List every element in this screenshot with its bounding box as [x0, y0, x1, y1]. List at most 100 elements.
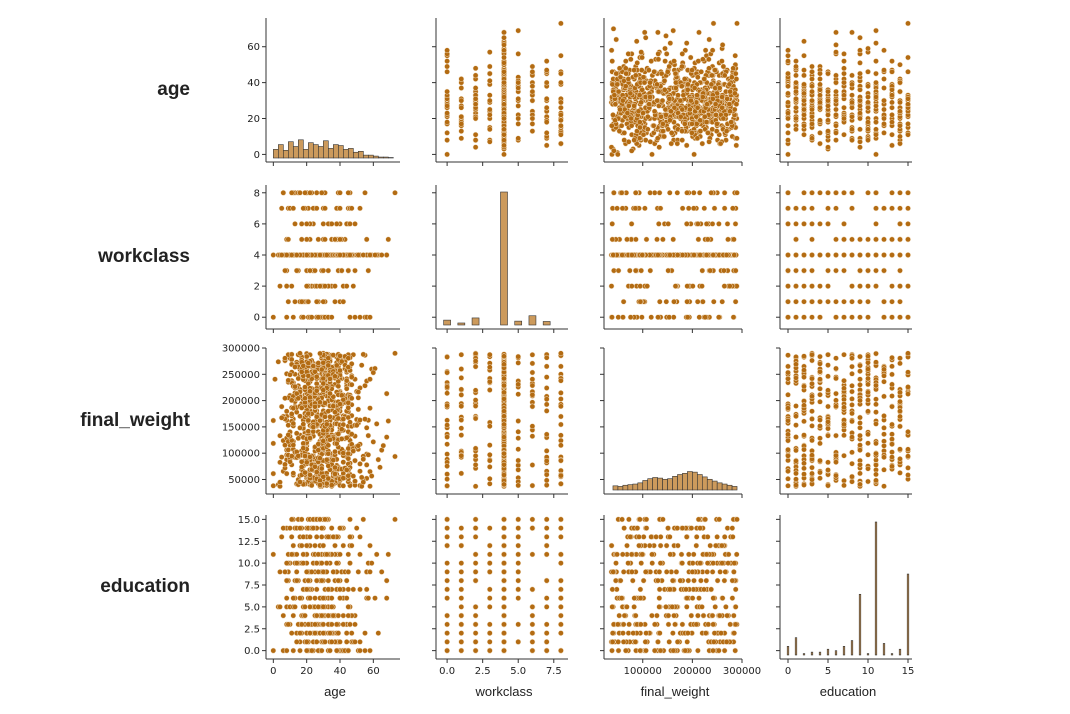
y-tick-label: 250000: [222, 370, 260, 381]
scatter-point: [825, 221, 831, 227]
scatter-point: [278, 252, 285, 258]
histogram-bar: [692, 471, 698, 491]
scatter-point: [340, 298, 347, 305]
scatter-point: [857, 376, 863, 383]
scatter-point: [817, 86, 823, 93]
scatter-point: [270, 440, 277, 447]
scatter-point: [889, 99, 895, 106]
scatter-point: [631, 137, 638, 143]
scatter-point: [905, 369, 911, 376]
scatter-point: [644, 283, 651, 289]
scatter-point: [889, 68, 895, 75]
scatter-point: [889, 112, 895, 118]
scatter-point: [865, 465, 871, 472]
scatter-point: [656, 189, 663, 196]
scatter-point: [881, 366, 887, 373]
scatter-point: [501, 68, 507, 75]
scatter-point: [270, 252, 277, 258]
scatter-point: [825, 97, 831, 104]
scatter-point: [347, 221, 353, 227]
scatter-point: [558, 442, 564, 449]
scatter-point: [501, 151, 507, 158]
scatter-point: [801, 374, 807, 380]
scatter-point: [785, 252, 791, 258]
scatter-point: [298, 236, 305, 243]
scatter-point: [690, 189, 697, 196]
scatter-point: [889, 86, 895, 93]
scatter-point: [332, 298, 338, 305]
y-tick-label: 6: [254, 219, 260, 230]
histogram-bar: [343, 149, 349, 159]
scatter-point: [833, 49, 839, 55]
scatter-point: [857, 34, 863, 41]
scatter-point: [897, 355, 903, 362]
scatter-point: [501, 413, 507, 420]
scatter-point: [701, 113, 708, 120]
scatter-point: [661, 133, 668, 140]
scatter-point: [337, 252, 343, 258]
scatter-point: [825, 283, 831, 289]
scatter-point: [472, 387, 479, 394]
scatter-point: [809, 189, 815, 196]
scatter-point: [515, 353, 522, 360]
scatter-point: [367, 405, 373, 411]
scatter-point: [670, 27, 677, 34]
histogram-bar: [721, 483, 728, 491]
scatter-point: [857, 236, 863, 243]
scatter-point: [472, 101, 479, 108]
scatter-point: [881, 298, 887, 305]
scatter-point: [295, 435, 302, 442]
scatter-point: [889, 363, 895, 370]
scatter-point: [651, 108, 658, 115]
scatter-point: [272, 376, 278, 383]
scatter-point: [731, 252, 738, 258]
scatter-point: [323, 456, 330, 463]
scatter-point: [817, 99, 823, 106]
scatter-point: [444, 151, 450, 158]
scatter-point: [873, 252, 879, 258]
scatter-point: [809, 76, 815, 82]
scatter-point: [608, 47, 615, 54]
scatter-point: [623, 70, 630, 77]
scatter-point: [712, 101, 719, 108]
scatter-point: [825, 88, 831, 95]
scatter-point: [362, 189, 368, 196]
scatter-point: [897, 61, 903, 68]
scatter-point: [337, 205, 343, 212]
scatter-point: [501, 79, 507, 86]
scatter-point: [317, 252, 323, 258]
scatter-point: [689, 130, 695, 136]
scatter-point: [345, 364, 352, 371]
scatter-point: [486, 464, 493, 470]
scatter-point: [501, 131, 507, 138]
scatter-point: [292, 364, 298, 370]
scatter-point: [622, 83, 629, 90]
scatter-point: [689, 121, 695, 127]
scatter-point: [501, 375, 507, 382]
scatter-point: [663, 33, 669, 39]
scatter-point: [529, 433, 536, 440]
scatter-point: [357, 314, 363, 321]
scatter-point: [501, 115, 507, 122]
scatter-point: [618, 189, 625, 196]
scatter-point: [905, 95, 911, 102]
scatter-point: [801, 367, 807, 373]
scatter-point: [302, 189, 308, 196]
scatter-point: [905, 189, 911, 196]
scatter-point: [333, 221, 340, 227]
scatter-point: [305, 428, 312, 435]
scatter-point: [282, 267, 288, 274]
scatter-point: [347, 419, 353, 426]
scatter-point: [905, 453, 911, 460]
scatter-point: [723, 128, 730, 134]
scatter-point: [458, 425, 465, 432]
y-tick-label: 300000: [222, 344, 260, 355]
scatter-point: [690, 205, 697, 212]
scatter-point: [486, 378, 493, 385]
scatter-point: [833, 97, 839, 104]
scatter-point: [706, 36, 713, 43]
scatter-point: [889, 403, 895, 410]
scatter-point: [325, 362, 332, 369]
scatter-point: [705, 56, 712, 63]
